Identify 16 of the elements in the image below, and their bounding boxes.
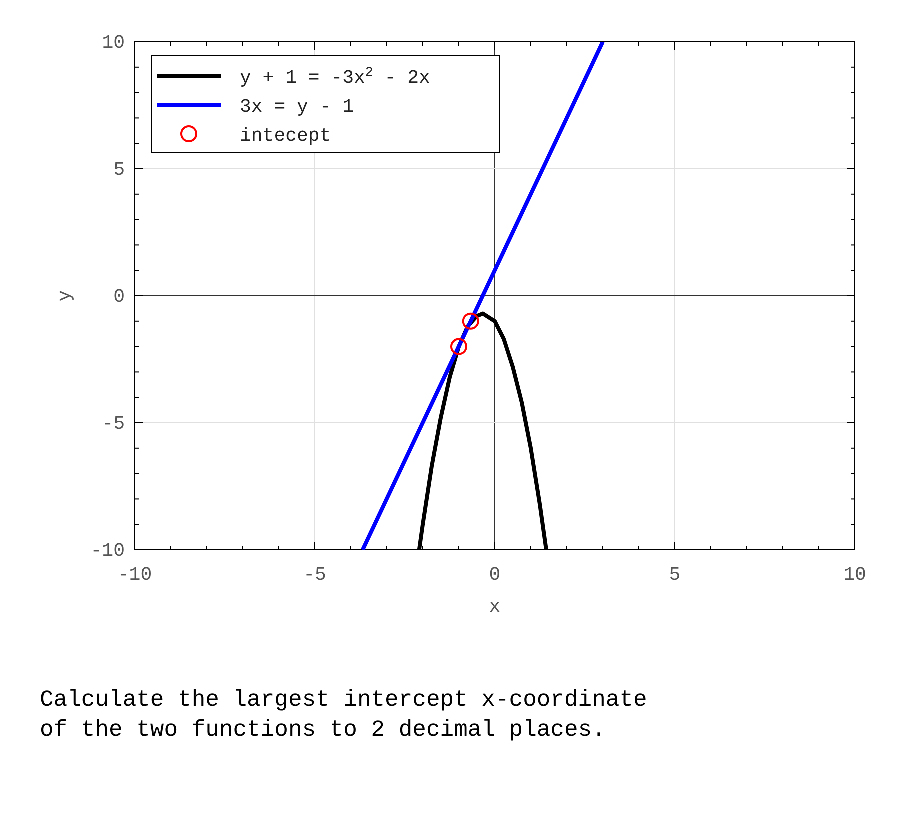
text: of the two functions to 2 decimal places.	[40, 717, 606, 743]
y-axis-title: y	[54, 290, 76, 302]
x-tick-label: 0	[489, 564, 501, 586]
legend-label: intecept	[240, 125, 332, 147]
legend-label: y + 1 = -3x$^{2}$ - 2x	[240, 64, 430, 89]
y-tick-label: 10	[102, 32, 125, 54]
x-tick-label: -5	[304, 564, 326, 586]
y-tick-label: 5	[114, 159, 125, 181]
x-tick-label: 10	[844, 564, 866, 586]
x-axis-title: x	[489, 596, 501, 618]
text: Calculate the largest intercept x-coordinate	[40, 687, 648, 713]
x-tick-label: 5	[669, 564, 681, 586]
legend-label: 3x = y - 1	[240, 96, 354, 118]
y-tick-label: -10	[90, 540, 125, 562]
y-tick-label: 0	[114, 286, 125, 308]
y-tick-label: -5	[102, 413, 125, 435]
